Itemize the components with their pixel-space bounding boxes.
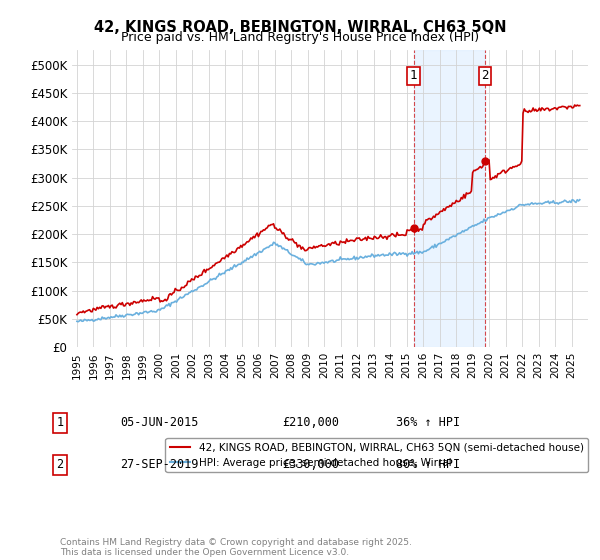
Text: 1: 1 — [410, 69, 418, 82]
Text: 2: 2 — [481, 69, 488, 82]
Text: Price paid vs. HM Land Registry's House Price Index (HPI): Price paid vs. HM Land Registry's House … — [121, 31, 479, 44]
Text: 36% ↑ HPI: 36% ↑ HPI — [396, 416, 460, 430]
Text: 1: 1 — [56, 416, 64, 430]
Text: 2: 2 — [56, 458, 64, 472]
Text: Contains HM Land Registry data © Crown copyright and database right 2025.
This d: Contains HM Land Registry data © Crown c… — [60, 538, 412, 557]
Text: 05-JUN-2015: 05-JUN-2015 — [120, 416, 199, 430]
Text: 27-SEP-2019: 27-SEP-2019 — [120, 458, 199, 472]
Text: £330,000: £330,000 — [282, 458, 339, 472]
Text: 42, KINGS ROAD, BEBINGTON, WIRRAL, CH63 5QN: 42, KINGS ROAD, BEBINGTON, WIRRAL, CH63 … — [94, 20, 506, 35]
Text: 80% ↑ HPI: 80% ↑ HPI — [396, 458, 460, 472]
Bar — [414, 50, 485, 347]
Text: £210,000: £210,000 — [282, 416, 339, 430]
Legend: 42, KINGS ROAD, BEBINGTON, WIRRAL, CH63 5QN (semi-detached house), HPI: Average : 42, KINGS ROAD, BEBINGTON, WIRRAL, CH63 … — [166, 438, 588, 472]
